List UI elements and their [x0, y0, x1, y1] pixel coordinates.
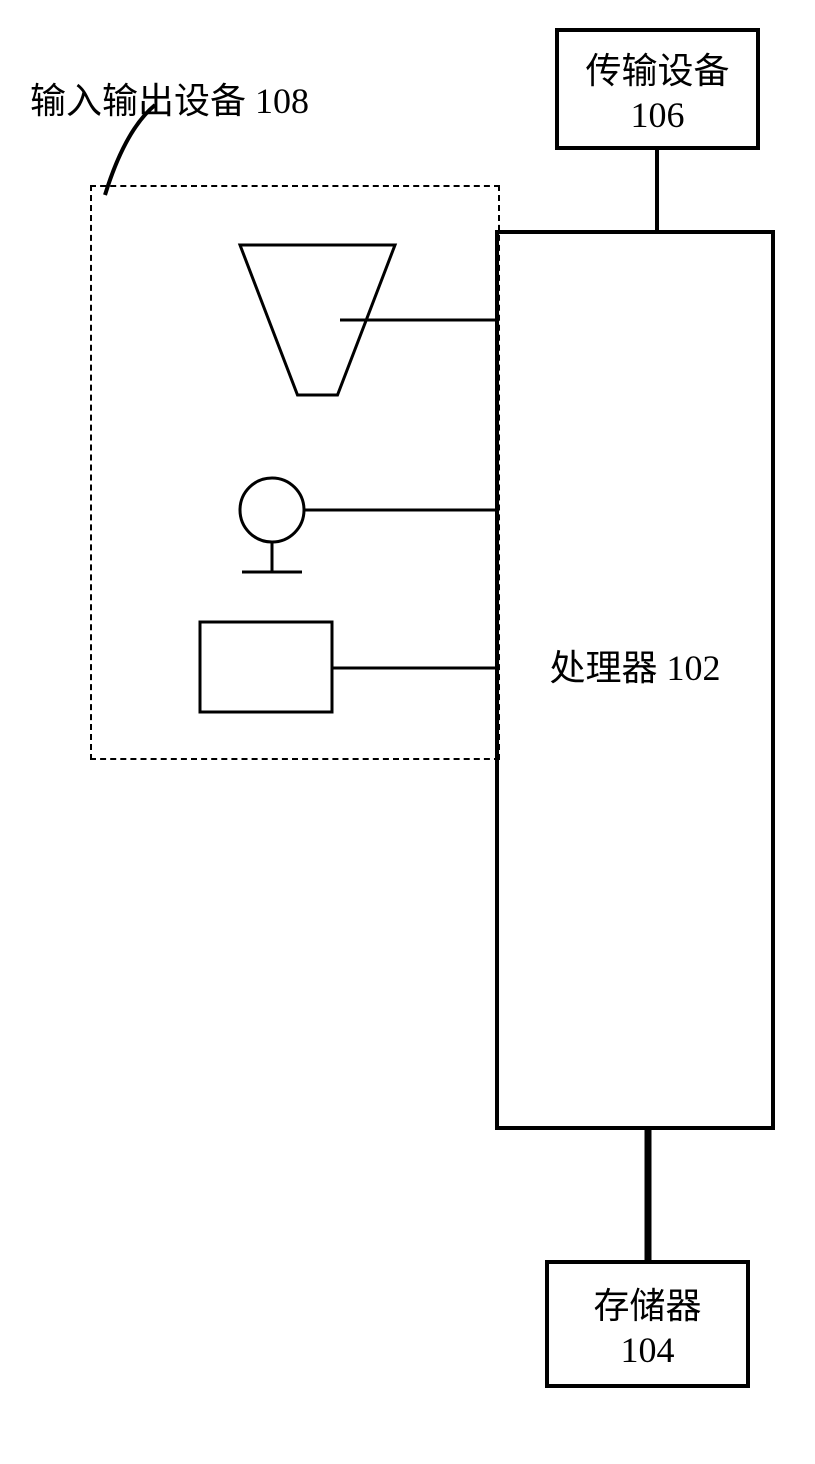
processor-label: 处理器 102 [499, 639, 771, 691]
memory-box: 存储器 104 [545, 1260, 750, 1388]
transmit-device-box: 传输设备 106 [555, 28, 760, 150]
io-device-group [90, 185, 500, 760]
transmit-device-label-line1: 传输设备 [585, 42, 729, 94]
processor-box: 处理器 102 [495, 230, 775, 1130]
memory-label-line1: 存储器 [593, 1277, 701, 1329]
memory-label-line2: 104 [621, 1329, 675, 1371]
diagram-canvas: 输入输出设备 108 传输设备 106 处理器 102 存储器 104 [0, 0, 815, 1464]
transmit-device-label-line2: 106 [631, 94, 685, 136]
io-device-label: 输入输出设备 108 [30, 72, 309, 124]
